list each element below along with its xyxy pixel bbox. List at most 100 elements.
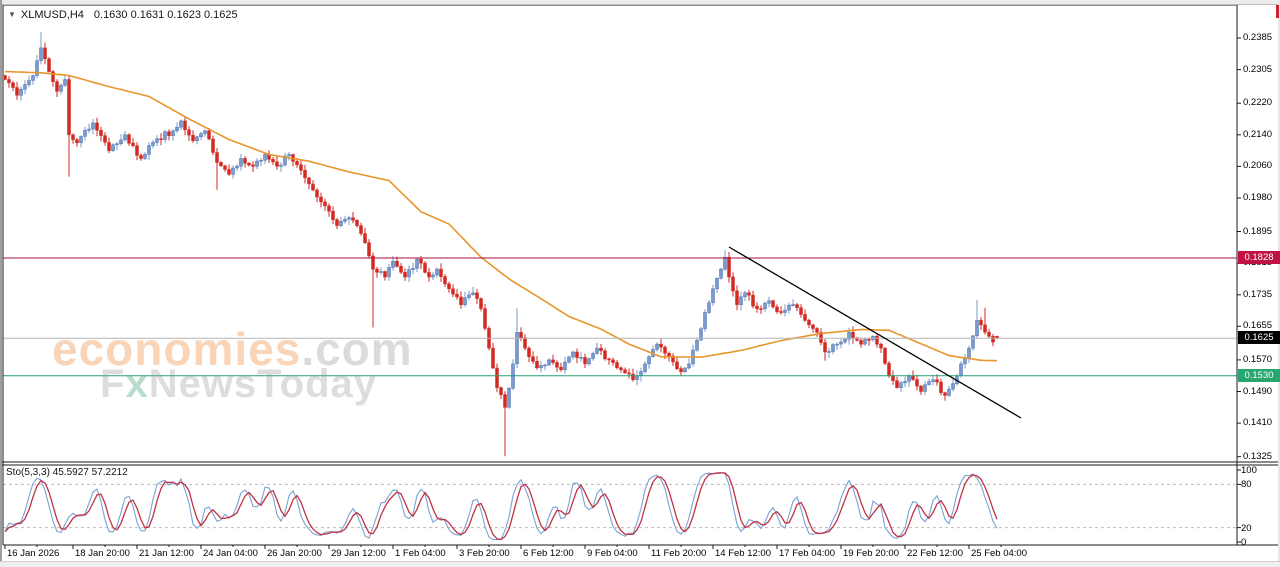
candle — [583, 353, 587, 369]
candle — [319, 192, 323, 208]
candle — [343, 215, 347, 224]
candle — [495, 363, 499, 393]
candle — [239, 153, 243, 171]
candle — [883, 347, 887, 366]
candle — [67, 74, 71, 177]
candle — [551, 354, 555, 365]
candle — [355, 219, 359, 228]
candle — [143, 152, 147, 161]
stochastic-signal-line — [4, 472, 998, 541]
candle — [307, 177, 311, 190]
time-tick-label: 1 Feb 04:00 — [395, 548, 446, 559]
candle — [875, 334, 879, 348]
candle — [443, 274, 447, 287]
candle — [371, 252, 375, 328]
price-tick-label: 0.2060 — [1243, 160, 1273, 171]
time-tick-label: 22 Feb 12:00 — [907, 548, 963, 559]
time-tick-label: 25 Feb 04:00 — [971, 548, 1027, 559]
candle — [795, 303, 799, 312]
candle — [547, 358, 551, 366]
candle — [855, 336, 859, 342]
candle — [39, 32, 43, 65]
candle — [23, 80, 27, 94]
candle — [315, 188, 319, 203]
candle — [719, 267, 723, 280]
candle — [963, 354, 967, 369]
candle — [859, 337, 863, 348]
candle — [807, 318, 811, 329]
candle — [951, 378, 955, 392]
candle — [363, 227, 367, 244]
candle — [983, 307, 987, 335]
candlestick-layer — [4, 32, 999, 457]
candle — [263, 153, 267, 164]
candle — [179, 119, 183, 130]
candle — [671, 353, 675, 366]
candle — [575, 348, 579, 364]
candle — [763, 301, 767, 313]
candle — [679, 366, 683, 376]
candle — [115, 142, 119, 150]
candle — [407, 265, 411, 283]
chart-title: ▼ XLMUSD,H4 0.1630 0.1631 0.1623 0.1625 — [8, 9, 238, 21]
stochastic-name: Sto(5,3,3) — [6, 467, 50, 478]
current-price-price-badge: 0.1625 — [1238, 331, 1280, 344]
candle — [251, 161, 255, 172]
price-tick-label: 0.1570 — [1243, 354, 1273, 365]
candle — [835, 342, 839, 350]
candle — [507, 387, 511, 409]
candle — [591, 351, 595, 361]
candle — [467, 290, 471, 301]
candle — [139, 153, 143, 161]
price-tick-label: 0.1735 — [1243, 289, 1273, 300]
candle — [47, 57, 51, 73]
candle — [787, 302, 791, 314]
candle — [987, 328, 991, 338]
candle — [399, 263, 403, 274]
candle — [383, 270, 387, 281]
candle — [379, 267, 383, 275]
record-marker — [1276, 5, 1279, 18]
candle — [683, 367, 687, 373]
candle — [183, 115, 187, 136]
candle — [215, 148, 219, 190]
ohlc-quotes: 0.1630 0.1631 0.1623 0.1625 — [93, 9, 238, 21]
candle — [535, 356, 539, 370]
time-tick-label: 9 Feb 04:00 — [587, 548, 638, 559]
candle — [159, 133, 163, 146]
candle — [19, 86, 23, 101]
candle — [707, 300, 711, 314]
candle — [651, 345, 655, 358]
candle — [879, 342, 883, 353]
candle — [99, 126, 103, 142]
time-tick-label: 24 Jan 04:00 — [203, 548, 258, 559]
price-tick-label: 0.1410 — [1243, 417, 1273, 428]
stochastic-d-value: 57.2212 — [91, 467, 128, 478]
candle — [799, 304, 803, 318]
candle — [35, 55, 39, 79]
candle — [563, 356, 567, 374]
candle — [819, 328, 823, 346]
candle — [827, 347, 831, 358]
candle — [171, 129, 175, 141]
candle — [43, 42, 47, 65]
support-price-badge: 0.1530 — [1238, 369, 1280, 382]
candle — [771, 299, 775, 309]
candle — [191, 130, 195, 143]
candle — [103, 132, 107, 146]
time-tick-label: 11 Feb 20:00 — [651, 548, 707, 559]
candle — [631, 368, 635, 382]
candle — [691, 344, 695, 367]
symbol-dropdown-icon[interactable]: ▼ — [8, 10, 16, 19]
candle — [595, 342, 599, 355]
candle — [947, 385, 951, 397]
stochastic-main-line — [4, 471, 998, 541]
candle — [287, 152, 291, 161]
descending-trendline[interactable] — [728, 246, 1022, 419]
candle — [247, 162, 251, 167]
price-tick-label: 0.1325 — [1243, 451, 1273, 462]
candle — [543, 363, 547, 371]
candle — [603, 348, 607, 361]
